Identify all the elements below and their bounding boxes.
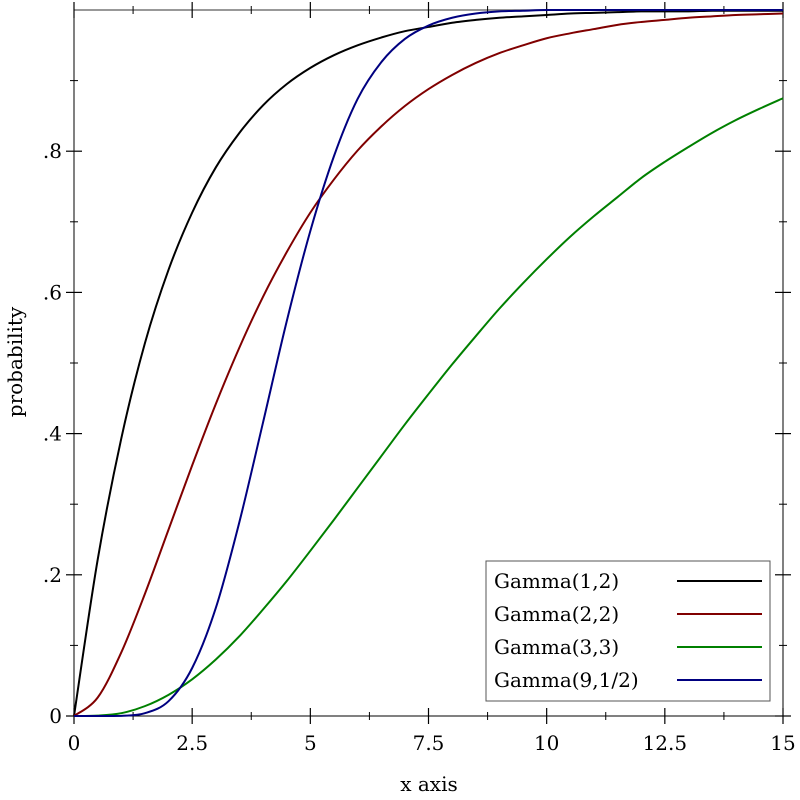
- legend: Gamma(1,2) Gamma(2,2) Gamma(3,3) Gamma(9,1/…: [485, 560, 771, 702]
- y-tick-label: .6: [43, 280, 62, 304]
- y-tick-label: 0: [49, 704, 62, 728]
- series-line-1: [73, 12, 784, 717]
- legend-label: Gamma(3,3): [494, 635, 619, 659]
- x-tick-label: 15: [770, 731, 795, 755]
- legend-label: Gamma(2,2): [494, 602, 619, 626]
- x-tick-label: 7.5: [413, 731, 445, 755]
- x-axis-title: x axis: [400, 772, 458, 796]
- x-tick-label: 12.5: [643, 731, 688, 755]
- x-tick-label: 0: [68, 731, 81, 755]
- y-axis-title: probability: [3, 306, 27, 417]
- series-line-2: [73, 97, 784, 717]
- series-line-3: [74, 9, 783, 717]
- legend-box: [485, 560, 771, 702]
- y-tick-label: .2: [43, 563, 62, 587]
- series-line-0: [73, 9, 783, 717]
- y-tick-label: .4: [43, 422, 62, 446]
- legend-label: Gamma(1,2): [494, 569, 619, 593]
- x-tick-label: 2.5: [176, 731, 208, 755]
- x-tick-label: 10: [534, 731, 559, 755]
- y-tick-label: .8: [43, 139, 62, 163]
- x-tick-label: 5: [304, 731, 317, 755]
- legend-label: Gamma(9,1/2): [494, 668, 639, 692]
